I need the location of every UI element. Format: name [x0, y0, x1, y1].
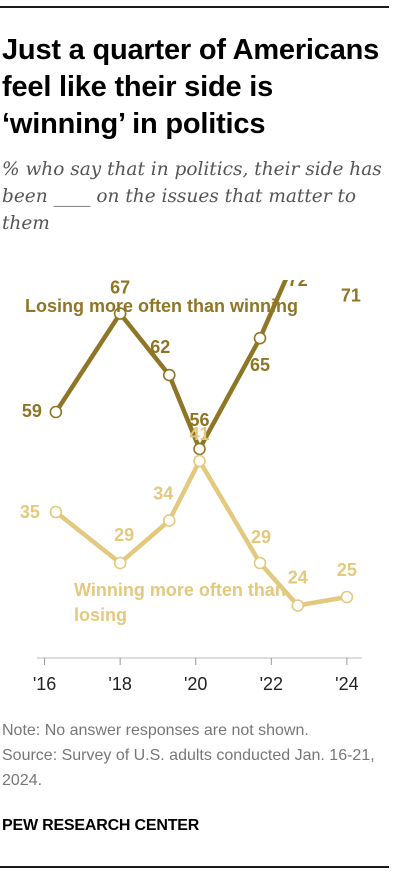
data-point: [340, 590, 354, 604]
data-label: 29: [114, 525, 134, 545]
organization-name: PEW RESEARCH CENTER: [2, 817, 200, 834]
data-point: [113, 556, 127, 570]
x-tick-label: '24: [335, 674, 358, 694]
data-label: 35: [20, 502, 40, 522]
series-name-label: Winning more often than losing: [74, 580, 286, 625]
data-point: [291, 599, 305, 612]
chart-note: Note: No answer responses are not shown.…: [2, 718, 387, 793]
data-label: 25: [337, 560, 357, 580]
chart-title: Just a quarter of Americans feel like th…: [2, 34, 380, 140]
x-tick-label: '20: [184, 674, 207, 694]
data-labels: 59 67 62 56 65 72 71 Losing more often than win…: [20, 280, 361, 625]
data-point: [162, 514, 176, 527]
data-label: 24: [288, 568, 308, 588]
data-label: 59: [22, 401, 42, 421]
x-axis: '16 '18 '20 '22 '24: [33, 657, 362, 694]
chart-subtitle: % who say that in politics, their side h…: [2, 159, 382, 234]
data-point: [193, 442, 206, 456]
data-point: [49, 405, 63, 419]
line-chart: '16 '18 '20 '22 '24 59 67 62 56 65 72 71 Losing mor…: [20, 280, 362, 694]
data-point: [253, 331, 267, 345]
data-label: 62: [150, 337, 170, 357]
note-text: Note: No answer responses are not shown.: [2, 722, 309, 739]
x-tick-label: '22: [260, 674, 283, 694]
data-label: 29: [251, 527, 271, 547]
data-point: [162, 368, 176, 382]
series-layer: [49, 280, 354, 612]
series-name-label: Losing more often than winning: [25, 296, 298, 316]
data-point: [193, 454, 206, 468]
data-label: 34: [153, 484, 173, 504]
bottom-rule: [0, 866, 389, 868]
data-point: [253, 556, 267, 570]
x-tick-label: '18: [108, 674, 131, 694]
data-point: [113, 307, 127, 320]
data-point: [49, 505, 63, 519]
data-label: 71: [341, 285, 361, 305]
top-rule: [0, 6, 389, 8]
data-label: 65: [250, 355, 270, 375]
source-text: Source: Survey of U.S. adults conducted …: [2, 747, 375, 789]
data-label: 56: [189, 410, 209, 430]
data-label: 41: [189, 424, 209, 444]
data-label: 67: [110, 280, 130, 298]
x-tick-label: '16: [33, 674, 56, 694]
data-label: 72: [288, 280, 308, 290]
